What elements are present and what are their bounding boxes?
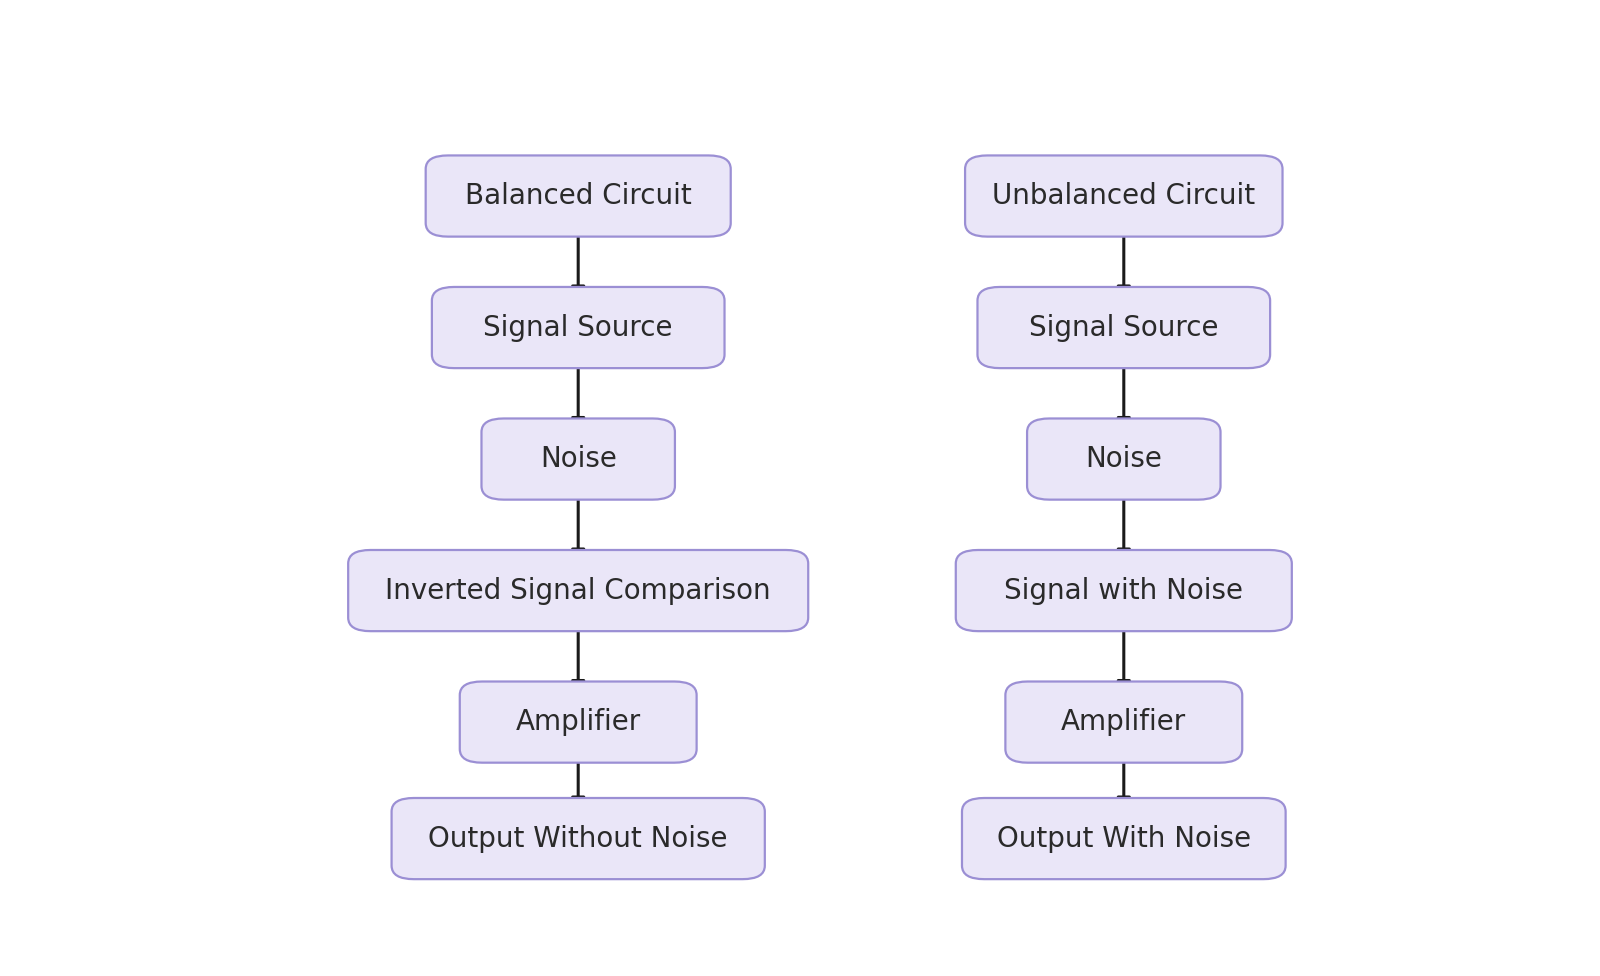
FancyBboxPatch shape [1005, 681, 1242, 762]
FancyBboxPatch shape [459, 681, 696, 762]
FancyBboxPatch shape [426, 155, 731, 236]
Text: Output Without Noise: Output Without Noise [429, 825, 728, 853]
FancyBboxPatch shape [349, 550, 808, 631]
Text: Noise: Noise [1085, 445, 1162, 473]
FancyBboxPatch shape [955, 550, 1291, 631]
FancyBboxPatch shape [962, 798, 1286, 879]
Text: Signal Source: Signal Source [1029, 313, 1219, 342]
Text: Amplifier: Amplifier [1061, 709, 1187, 736]
Text: Amplifier: Amplifier [515, 709, 642, 736]
Text: Balanced Circuit: Balanced Circuit [466, 183, 691, 210]
FancyBboxPatch shape [432, 287, 725, 368]
Text: Noise: Noise [539, 445, 616, 473]
FancyBboxPatch shape [482, 419, 675, 500]
Text: Output With Noise: Output With Noise [997, 825, 1251, 853]
FancyBboxPatch shape [965, 155, 1283, 236]
FancyBboxPatch shape [392, 798, 765, 879]
Text: Signal Source: Signal Source [483, 313, 674, 342]
FancyBboxPatch shape [978, 287, 1270, 368]
FancyBboxPatch shape [1027, 419, 1221, 500]
Text: Signal with Noise: Signal with Noise [1005, 577, 1243, 604]
Text: Unbalanced Circuit: Unbalanced Circuit [992, 183, 1256, 210]
Text: Inverted Signal Comparison: Inverted Signal Comparison [386, 577, 771, 604]
